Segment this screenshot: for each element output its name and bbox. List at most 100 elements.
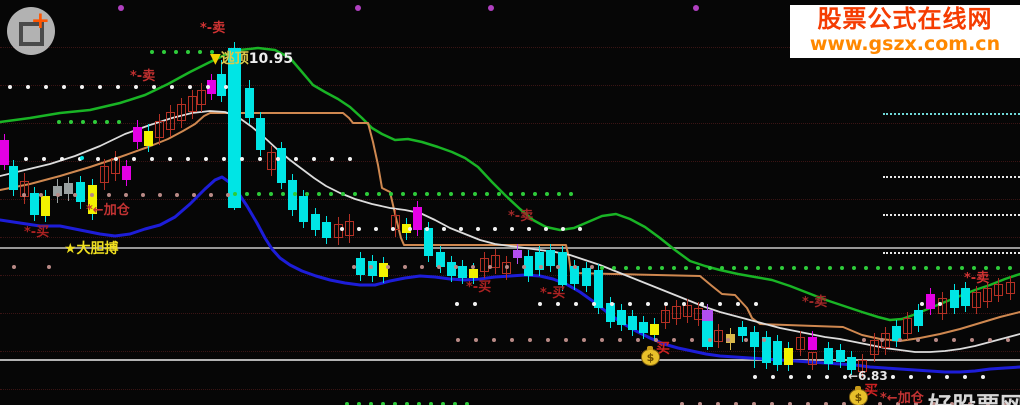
- signal-dot: [984, 266, 988, 270]
- signal-dot: [341, 192, 345, 196]
- signal-dot: [696, 266, 700, 270]
- candle-wick: [976, 286, 977, 314]
- screenshot-tool-icon[interactable]: +: [7, 7, 55, 55]
- candle: [245, 88, 254, 118]
- signal-dot: [840, 266, 844, 270]
- candle: [41, 196, 50, 216]
- signal-dot: [116, 85, 120, 89]
- signal-dot: [174, 50, 178, 54]
- signal-dot: [862, 338, 866, 342]
- signal-dot: [389, 192, 393, 196]
- candle: [228, 48, 241, 208]
- candle: [639, 322, 648, 333]
- signal-dot: [672, 266, 676, 270]
- signal-dot: [222, 157, 226, 161]
- signal-dot: [377, 192, 381, 196]
- signal-dot: [898, 338, 902, 342]
- signal-dot: [996, 266, 1000, 270]
- signal-dot: [461, 192, 465, 196]
- signal-dot: [561, 227, 565, 231]
- ma-fast-white: [0, 110, 1020, 353]
- candle-wick: [665, 304, 666, 329]
- signal-dot: [927, 375, 931, 379]
- signal-dot: [449, 192, 453, 196]
- signal-dot: [429, 402, 433, 405]
- signal-dot: [391, 227, 395, 231]
- signal-dot: [437, 265, 441, 269]
- signal-dot: [454, 265, 458, 269]
- candle: [402, 224, 411, 233]
- candle: [702, 310, 713, 321]
- candle-wick: [271, 146, 272, 176]
- signal-dot: [188, 85, 192, 89]
- signal-dot: [81, 120, 85, 124]
- candle: [726, 334, 735, 343]
- signal-dot: [754, 302, 758, 306]
- signal-dot: [912, 266, 916, 270]
- signal-dot: [453, 402, 457, 405]
- signal-dot: [693, 5, 699, 11]
- candle-wick: [338, 217, 339, 245]
- signal-dot: [864, 266, 868, 270]
- signal-dot: [186, 157, 190, 161]
- signal-dot: [26, 85, 30, 89]
- candle: [558, 252, 567, 285]
- candle: [217, 74, 226, 96]
- signal-dot: [317, 192, 321, 196]
- signal-dot: [340, 227, 344, 231]
- candle: [469, 269, 478, 278]
- candle: [617, 310, 626, 325]
- signal-dot: [233, 192, 237, 196]
- signal-dot: [8, 85, 12, 89]
- candle: [672, 306, 681, 319]
- signal-dot: [152, 85, 156, 89]
- signal-dot: [90, 193, 94, 197]
- signal-dot: [527, 227, 531, 231]
- signal-dot: [700, 302, 704, 306]
- signal-dot: [465, 402, 469, 405]
- signal-dot: [698, 402, 702, 405]
- candle: [535, 252, 544, 270]
- signal-dot: [186, 50, 190, 54]
- horizontal-price-line: [0, 359, 1020, 361]
- signal-dot: [970, 338, 974, 342]
- escape-top-price: 10.95: [248, 51, 294, 67]
- signal-dot: [150, 157, 154, 161]
- signal-dot: [916, 338, 920, 342]
- candle-wick: [181, 98, 182, 128]
- candle-wick: [170, 105, 171, 137]
- signal-dot: [353, 192, 357, 196]
- signal-dot: [224, 85, 228, 89]
- plus-icon: +: [30, 8, 50, 34]
- signal-dot: [168, 157, 172, 161]
- candle-wick: [676, 300, 677, 325]
- signal-dot: [210, 50, 214, 54]
- signal-dot: [880, 338, 884, 342]
- signal-dot: [348, 157, 352, 161]
- signal-dot: [932, 402, 936, 405]
- signal-dot: [118, 5, 124, 11]
- escape-top-annotation: ▼逃顶10.95: [210, 52, 293, 66]
- candle: [750, 332, 759, 347]
- signal-dot: [664, 302, 668, 306]
- signal-dot: [245, 192, 249, 196]
- candle: [650, 324, 659, 335]
- signal-dot: [960, 266, 964, 270]
- signal-dot: [408, 227, 412, 231]
- signal-dot: [573, 265, 577, 269]
- signal-dot: [329, 192, 333, 196]
- signal-dot: [276, 157, 280, 161]
- horizontal-price-line: [0, 247, 1020, 249]
- candle-wick: [942, 292, 943, 320]
- signal-dot: [771, 375, 775, 379]
- signal-label: *-卖: [508, 209, 534, 224]
- signal-dot: [509, 192, 513, 196]
- candle: [166, 112, 175, 130]
- signal-dot: [114, 157, 118, 161]
- signal-dot: [804, 266, 808, 270]
- candle-wick: [104, 159, 105, 190]
- signal-dot: [134, 85, 138, 89]
- candle: [9, 166, 18, 190]
